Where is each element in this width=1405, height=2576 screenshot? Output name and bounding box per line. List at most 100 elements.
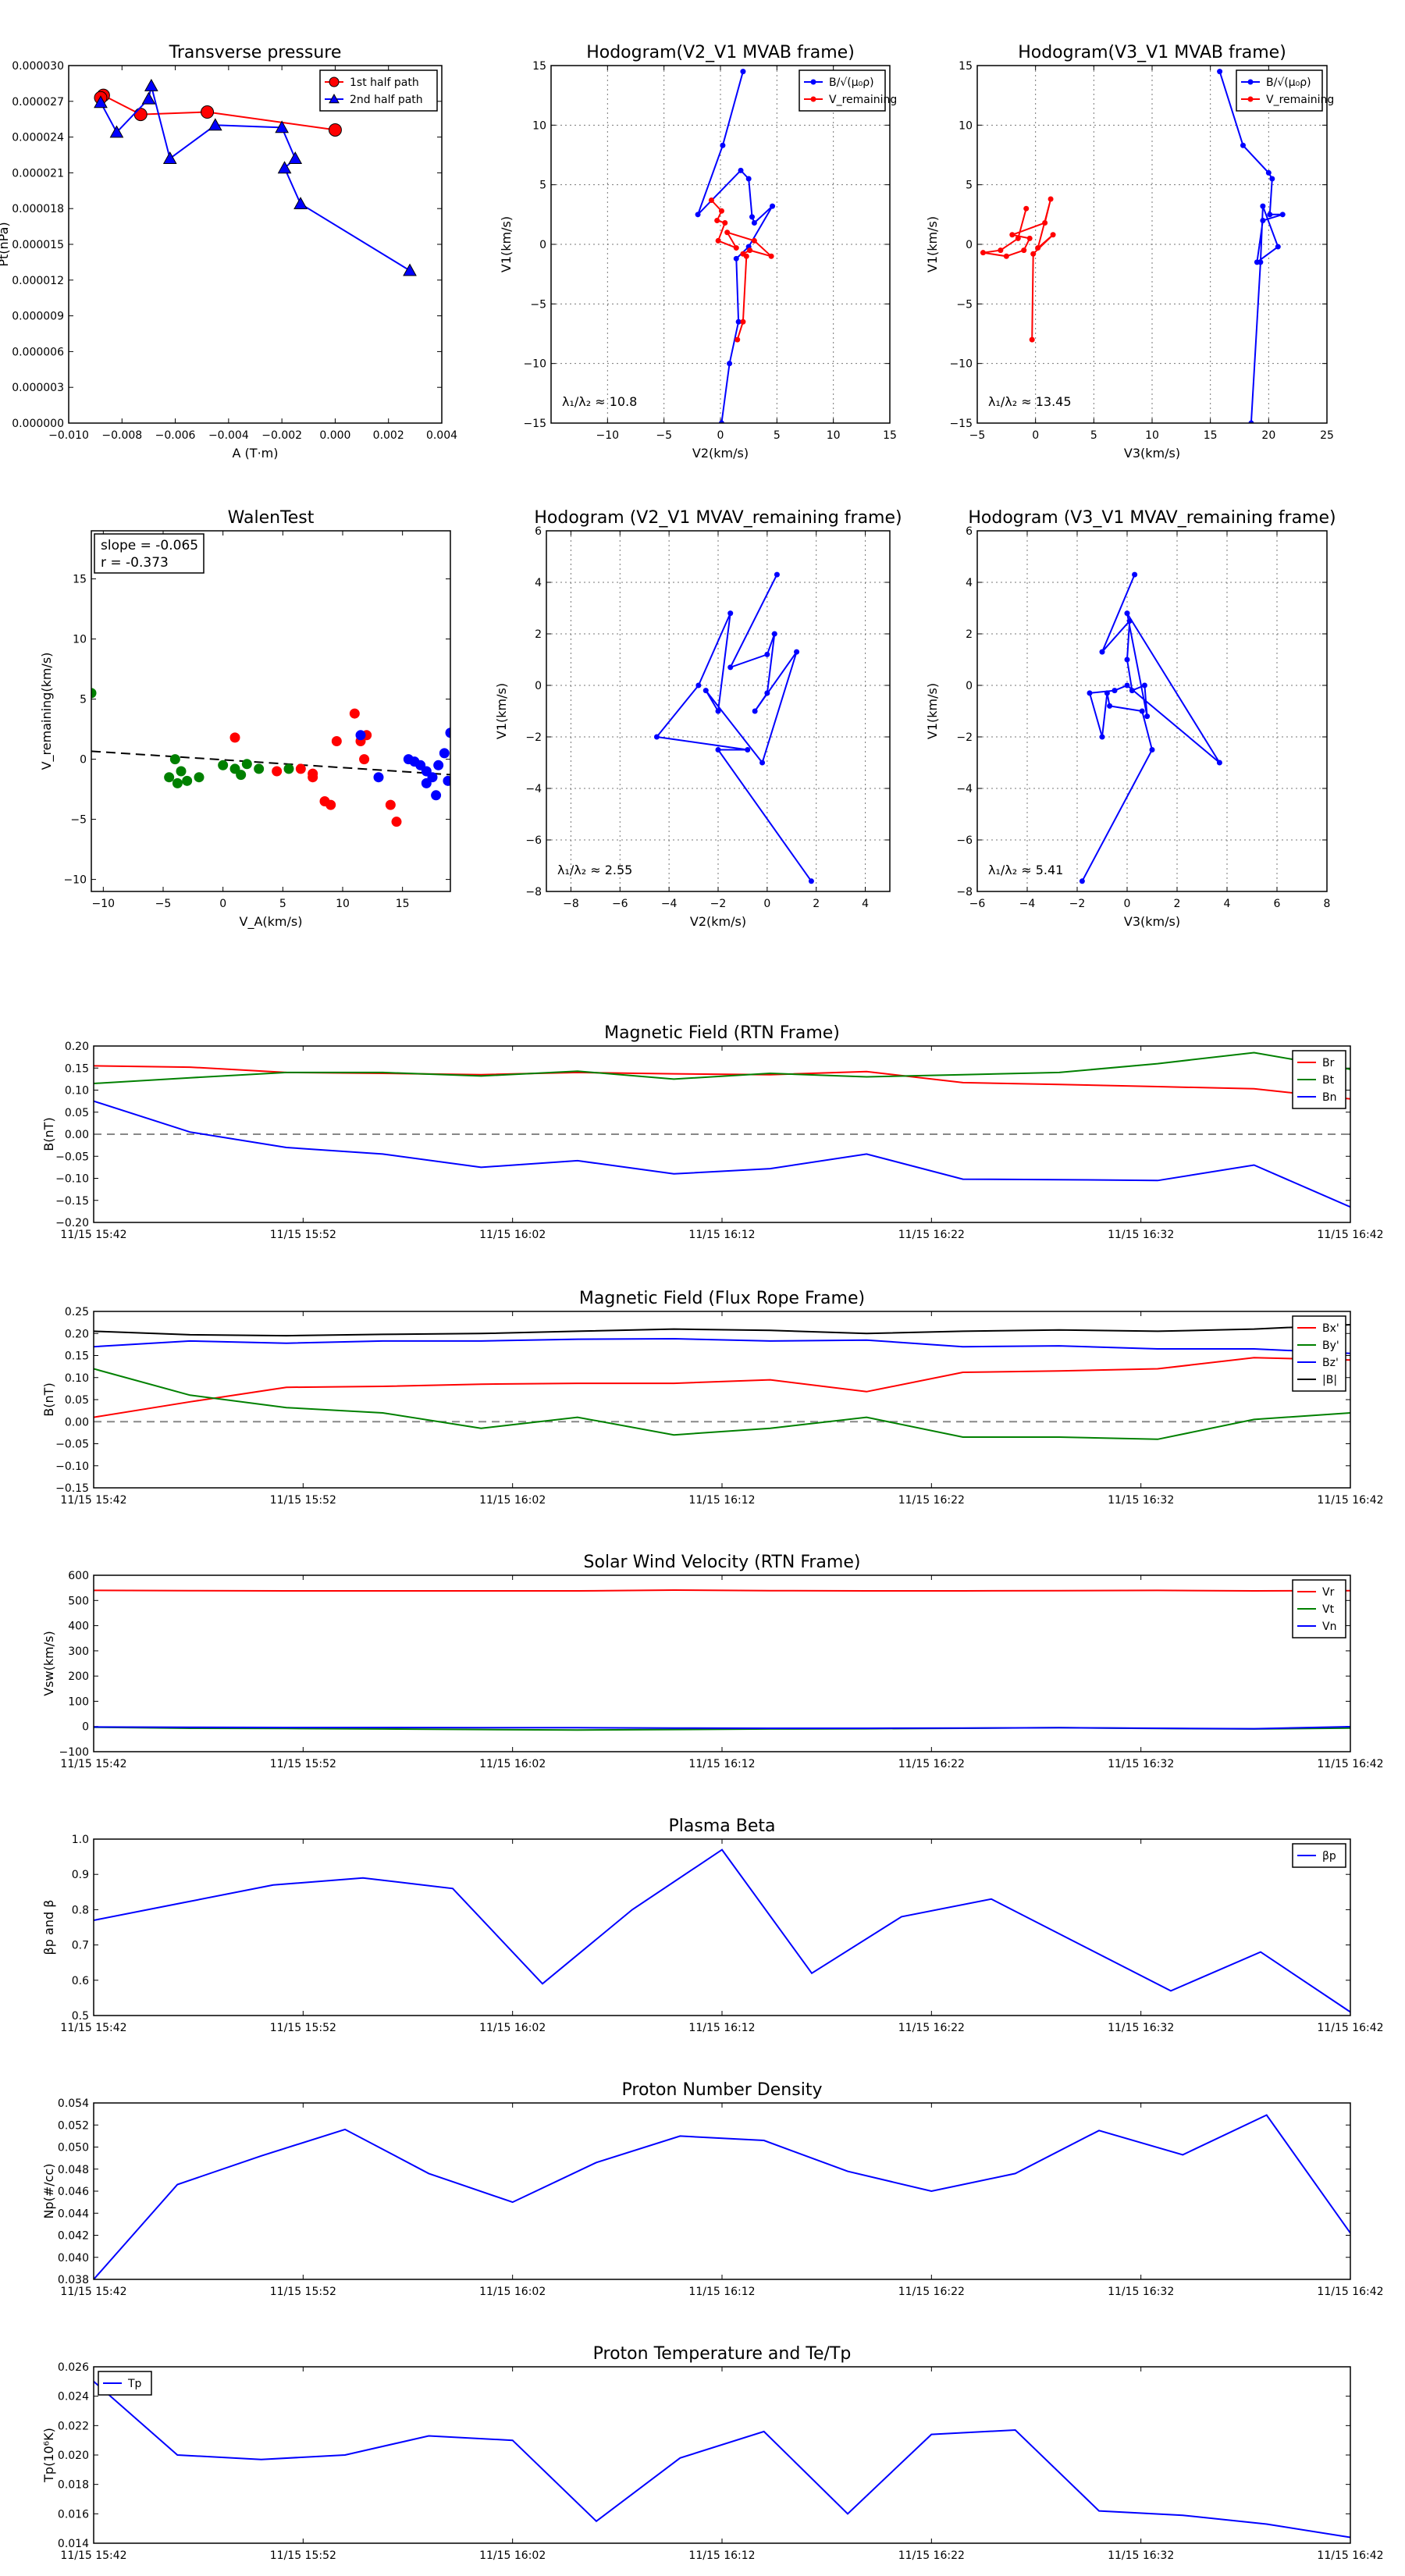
series-line-Bt xyxy=(94,1051,1350,1084)
data-point xyxy=(403,263,417,276)
data-point xyxy=(1124,656,1130,663)
data-point xyxy=(229,732,240,743)
plot-frame xyxy=(91,530,451,892)
x-tick-label: 11/15 15:42 xyxy=(60,2286,126,2298)
y-tick-label: 0.038 xyxy=(58,2274,89,2286)
data-point xyxy=(715,237,721,244)
data-point xyxy=(740,69,746,75)
data-point xyxy=(1216,760,1222,766)
legend-label: |B| xyxy=(1322,1374,1337,1386)
y-axis-label: Np(#/cc) xyxy=(41,2164,56,2219)
legend: Br Bt Bn xyxy=(1292,1050,1346,1109)
plot-area xyxy=(94,2114,1350,2279)
chart-title: Transverse pressure xyxy=(169,43,342,62)
chart-h31: Hodogram(V3_V1 MVAB frame) −5 0 5 10 15 20 25 −1… xyxy=(925,43,1334,461)
x-tick-label: −2 xyxy=(710,898,727,910)
y-tick-label: 5 xyxy=(539,180,546,192)
data-point xyxy=(774,571,780,578)
chart-hr31: Hodogram (V3_V1 MVAV_remaining frame)−6−… xyxy=(925,508,1336,929)
data-point xyxy=(724,229,731,236)
legend: βp xyxy=(1292,1843,1346,1868)
x-tick-label: 11/15 16:32 xyxy=(1108,1494,1174,1507)
data-point xyxy=(1023,205,1030,212)
legend: Vr Vt Vn xyxy=(1292,1579,1346,1638)
x-axis-label: V3(km/s) xyxy=(1124,446,1180,461)
x-tick-label: −0.006 xyxy=(155,429,196,442)
data-point xyxy=(715,747,721,753)
series-line-Bz xyxy=(94,1337,1350,1354)
slope-label: slope = -0.065 xyxy=(101,538,198,553)
y-tick-label: 0 xyxy=(539,239,546,251)
chart-hr21: Hodogram (V2_V1 MVAV_remaining frame) −8 −… xyxy=(494,508,902,929)
data-point xyxy=(722,220,728,226)
y-tick-label: 5 xyxy=(80,694,87,706)
y-tick-label: 2 xyxy=(535,628,542,641)
x-tick-label: 11/15 15:52 xyxy=(270,2549,336,2562)
eigenvalue-ratio-label: λ₁/λ₂ ≈ 2.55 xyxy=(557,863,632,877)
plot-frame xyxy=(976,65,1328,424)
y-tick-label: 0.10 xyxy=(65,1085,89,1098)
series-line-Vremaining xyxy=(983,198,1054,340)
data-point xyxy=(293,197,308,209)
data-point xyxy=(1265,169,1272,176)
y-tick-label: −10 xyxy=(523,358,546,371)
data-point xyxy=(236,770,247,781)
x-tick-label: 0 xyxy=(763,898,770,910)
data-point xyxy=(735,318,742,325)
y-axis-label: Vsw(km/s) xyxy=(41,1631,56,1695)
x-tick-label: 5 xyxy=(774,429,781,442)
y-tick-label: 0 xyxy=(82,1721,89,1734)
data-point xyxy=(764,690,770,696)
data-point xyxy=(283,763,294,774)
y-axis-label: V1(km/s) xyxy=(494,683,509,739)
x-tick-label: 0.000 xyxy=(319,429,350,442)
data-point xyxy=(164,772,175,783)
series-line-Vr xyxy=(94,1589,1350,1592)
data-point xyxy=(275,120,289,133)
x-tick-label: 11/15 16:22 xyxy=(898,2549,965,2562)
series-line-B xyxy=(1218,71,1283,423)
data-point xyxy=(1267,212,1273,218)
chart-title: Solar Wind Velocity (RTN Frame) xyxy=(584,1553,861,1572)
plot-area xyxy=(94,2381,1350,2539)
y-tick-label: 0.000018 xyxy=(12,203,64,215)
legend-label: Vt xyxy=(1322,1603,1335,1616)
data-point xyxy=(808,878,814,884)
y-tick-label: 0.042 xyxy=(58,2230,89,2243)
x-tick-label: 11/15 15:42 xyxy=(60,2022,126,2034)
y-tick-label: −0.20 xyxy=(55,1217,89,1229)
data-point xyxy=(1269,176,1275,182)
x-tick-label: 11/15 16:22 xyxy=(898,2022,965,2034)
data-point xyxy=(743,253,749,259)
data-point xyxy=(1139,708,1145,714)
y-tick-label: −10 xyxy=(63,874,87,887)
plot-frame xyxy=(546,530,891,892)
data-point xyxy=(329,93,340,104)
eigenvalue-ratio-label: λ₁/λ₂ ≈ 10.8 xyxy=(562,394,637,409)
data-point xyxy=(359,754,370,765)
y-tick-label: −2 xyxy=(956,731,973,744)
y-tick-label: 10 xyxy=(532,119,546,132)
x-tick-label: 11/15 16:42 xyxy=(1317,2022,1383,2034)
x-tick-label: −0.010 xyxy=(48,429,89,442)
y-tick-label: 0.050 xyxy=(58,2142,89,2154)
y-tick-label: 0.022 xyxy=(58,2420,89,2432)
data-point xyxy=(1112,688,1118,694)
chart-title: Proton Temperature and Te/Tp xyxy=(593,2344,852,2364)
y-tick-label: 4 xyxy=(535,577,542,589)
x-tick-label: 15 xyxy=(396,898,410,910)
x-tick-label: 10 xyxy=(827,429,841,442)
data-point xyxy=(331,736,342,746)
data-point xyxy=(329,76,340,87)
data-point xyxy=(328,123,342,137)
legend-label: By' xyxy=(1322,1340,1339,1352)
legend-label: V_remaining xyxy=(829,94,897,106)
plot-frame xyxy=(550,65,891,424)
y-tick-label: 0.026 xyxy=(58,2361,89,2374)
x-tick-label: 11/15 16:22 xyxy=(898,1758,965,1770)
y-tick-label: 0.044 xyxy=(58,2208,89,2220)
x-tick-label: 6 xyxy=(1274,898,1281,910)
plot-frame xyxy=(93,2366,1351,2544)
chart-title: Magnetic Field (RTN Frame) xyxy=(604,1023,840,1043)
